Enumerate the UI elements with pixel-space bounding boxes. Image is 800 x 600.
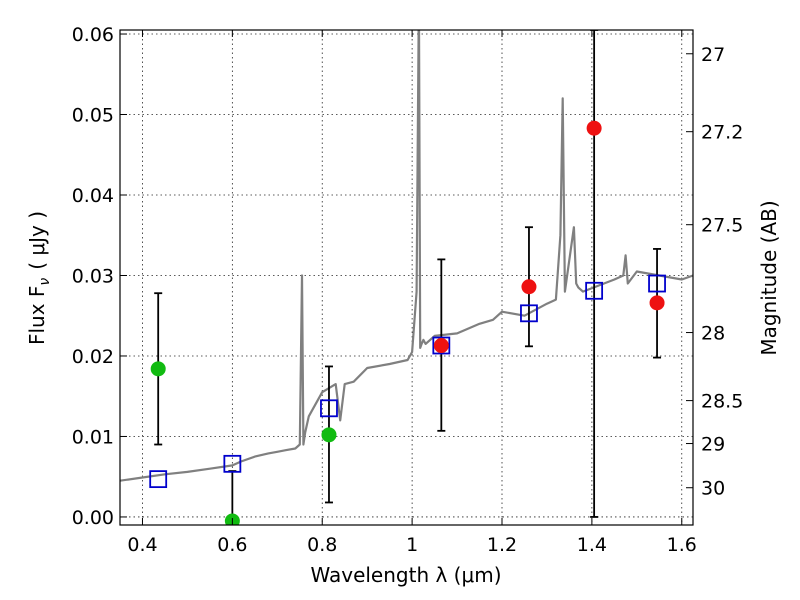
y-tick-label: 0.04 [72,185,114,207]
y-axis-title: Flux Fν ( μJy ) [25,211,53,345]
model-point [520,304,538,323]
mag-tick-label: 27 [701,44,725,66]
detection-points [433,120,665,354]
mag-tick-label: 30 [701,478,725,500]
model-point [585,281,604,300]
x-tick-label: 1 [406,534,418,556]
y-axis-title-unit: ( μJy ) [25,211,49,270]
model-point [648,274,666,293]
upper-limit-point [321,427,337,443]
y-tick-label: 0.05 [72,105,114,127]
y-tick-label: 0.02 [72,346,114,368]
detection-point [521,279,537,295]
detection-point [433,338,449,354]
x-tick-label: 1.4 [577,534,607,556]
x-tick-label: 1.2 [487,534,517,556]
mag-tick-label: 28 [701,323,725,345]
plot-frame [119,29,694,526]
mag-tick-label: 27.2 [701,122,743,144]
y-axis-title-main: Flux F [25,286,49,345]
model-points [149,274,666,489]
y-tick-label: 0.00 [72,507,114,529]
detection-point [649,295,665,311]
x-tick-label: 0.4 [127,534,157,556]
spectrum-line [120,30,693,482]
y-axis-title-sub: ν [37,278,53,286]
x-tick-label: 0.6 [217,534,247,556]
y-tick-label: 0.01 [72,426,114,448]
model-point [432,336,451,355]
mag-tick-label: 29 [701,434,725,456]
upper-limit-point [150,361,166,377]
ticks: 0.4 0.6 0.8 1 1.2 1.4 1.6 0.00 0.01 0.02 0.03 0.04 0… [72,24,744,556]
grid [120,30,693,525]
mag-tick-label: 27.5 [701,215,743,237]
model-point [223,454,242,473]
y2-axis-title: Magnitude (AB) [757,200,781,355]
upper-limit-points [150,361,337,525]
y-tick-label: 0.06 [72,24,114,46]
mag-tick-label: 28.5 [701,391,743,413]
model-point [149,470,168,489]
x-tick-label: 0.8 [307,534,337,556]
detection-point [586,120,602,136]
x-axis-title: Wavelength λ (μm) [310,563,501,587]
model-point [320,399,338,418]
y-tick-label: 0.03 [72,265,114,287]
x-tick-label: 1.6 [667,534,697,556]
